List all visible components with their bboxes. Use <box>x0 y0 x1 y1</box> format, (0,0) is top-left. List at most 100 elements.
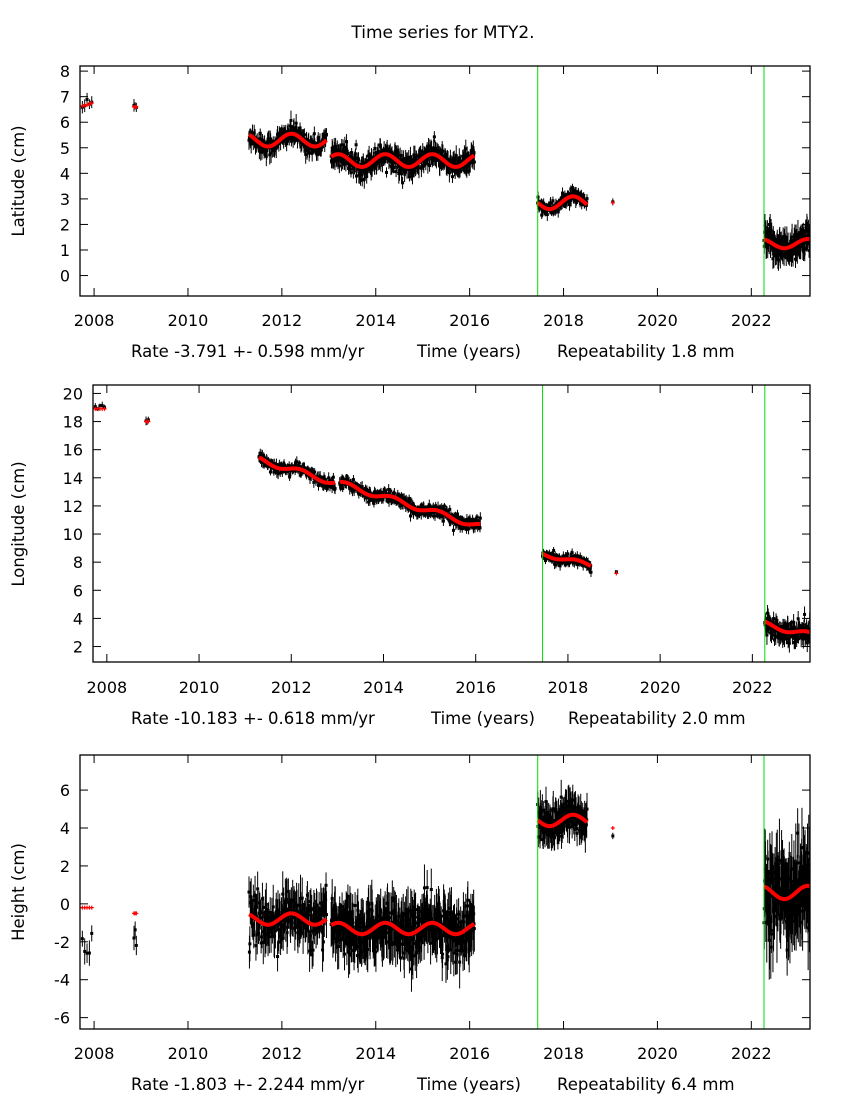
longitude-data-point <box>270 459 274 463</box>
height-data-point <box>281 936 285 940</box>
latitude-data-point <box>572 188 576 192</box>
height-data-point <box>306 929 310 933</box>
latitude-data-point <box>450 175 454 179</box>
height-data-point <box>463 914 467 918</box>
height-data-point <box>352 949 356 953</box>
longitude-model-curve <box>257 455 337 485</box>
height-data-point <box>334 937 338 941</box>
latitude-model-point <box>134 104 139 109</box>
latitude-data-point <box>392 165 396 169</box>
latitude-data-point <box>334 144 338 148</box>
latitude-y-label: Latitude (cm) <box>9 125 28 236</box>
height-data-point <box>407 917 411 921</box>
height-data-point <box>355 954 359 958</box>
latitude-data-point <box>789 252 793 256</box>
latitude-repeatability-label: Repeatability 1.8 mm <box>557 342 735 361</box>
height-data-point <box>368 934 372 938</box>
latitude-model-curve <box>247 131 328 149</box>
height-data-point <box>333 904 337 908</box>
latitude-data-point <box>364 159 368 163</box>
height-data-point <box>339 937 343 941</box>
height-data-point <box>398 940 402 944</box>
height-data-point <box>466 898 470 902</box>
longitude-data-point <box>368 499 372 503</box>
height-data-point <box>286 925 290 929</box>
longitude-data-point <box>570 551 574 555</box>
latitude-data-point <box>346 152 350 156</box>
latitude-data-point <box>354 143 358 147</box>
height-data-point <box>273 929 277 933</box>
height-data-point <box>380 940 384 944</box>
height-data-point <box>410 912 414 916</box>
latitude-model-curve <box>329 152 476 169</box>
height-data-point <box>389 943 393 947</box>
longitude-data-point <box>392 491 396 495</box>
longitude-data-point <box>802 634 806 638</box>
latitude-data-point <box>780 253 784 257</box>
latitude-data-point <box>472 160 476 164</box>
longitude-data-point <box>459 516 463 520</box>
height-data-point <box>87 951 91 955</box>
height-data-point <box>401 942 405 946</box>
longitude-x-tick-label: 2020 <box>640 678 681 697</box>
longitude-data-point <box>276 472 280 476</box>
latitude-data-point <box>252 131 256 135</box>
longitude-data-point <box>297 461 301 465</box>
latitude-data-point <box>574 190 578 194</box>
latitude-data-point <box>568 201 572 205</box>
latitude-data-point <box>308 151 312 155</box>
height-data-point <box>415 945 419 949</box>
longitude-y-tick-label: 20 <box>63 384 83 403</box>
longitude-data-point <box>301 463 305 467</box>
latitude-panel: Latitude (cm) Rate -3.791 +- 0.598 mm/yr… <box>9 62 811 361</box>
longitude-data-point <box>269 466 273 470</box>
longitude-data-point <box>377 498 381 502</box>
longitude-data-point <box>93 405 97 409</box>
longitude-data-point <box>404 505 408 509</box>
longitude-data-point <box>365 489 369 493</box>
height-data-point <box>345 917 349 921</box>
height-data-point <box>345 942 349 946</box>
longitude-data-point <box>584 558 588 562</box>
height-data-point <box>263 910 267 914</box>
height-rate-label: Rate -1.803 +- 2.244 mm/yr <box>131 1075 364 1094</box>
longitude-model-curve <box>763 619 810 635</box>
longitude-data-point <box>458 526 462 530</box>
height-data-point <box>324 913 328 917</box>
height-data-point <box>80 937 84 941</box>
latitude-data-point <box>396 157 400 161</box>
longitude-data-point <box>460 527 464 531</box>
height-data-point <box>262 905 266 909</box>
latitude-data-point <box>582 193 586 197</box>
height-data-point <box>291 916 295 920</box>
latitude-x-tick-label: 2010 <box>168 311 209 330</box>
height-data-point <box>347 930 351 934</box>
longitude-data-point <box>268 470 272 474</box>
latitude-data-point <box>369 156 373 160</box>
longitude-data-point <box>808 627 810 631</box>
latitude-data-point <box>300 143 304 147</box>
height-data-point <box>347 950 351 954</box>
height-data-point <box>331 941 335 945</box>
longitude-data-point <box>100 404 104 408</box>
height-data-point <box>271 905 275 909</box>
latitude-data-point <box>803 246 807 250</box>
latitude-data-point <box>569 187 573 191</box>
latitude-x-tick-label: 2020 <box>637 311 678 330</box>
latitude-data-point <box>312 132 316 136</box>
latitude-data-point <box>291 136 295 140</box>
longitude-data-point <box>330 485 334 489</box>
latitude-data-point <box>343 145 347 149</box>
latitude-data-point <box>269 137 273 141</box>
latitude-data-point <box>793 257 797 261</box>
latitude-data-point <box>801 244 805 248</box>
height-data-point <box>454 960 458 964</box>
height-data-point <box>448 913 452 917</box>
height-data-point <box>294 925 298 929</box>
latitude-data-point <box>385 147 389 151</box>
height-repeatability-label: Repeatability 6.4 mm <box>557 1075 735 1094</box>
height-data-point <box>276 928 280 932</box>
latitude-x-tick-label: 2014 <box>355 311 396 330</box>
latitude-data-point <box>770 235 774 239</box>
longitude-data-point <box>410 510 414 514</box>
